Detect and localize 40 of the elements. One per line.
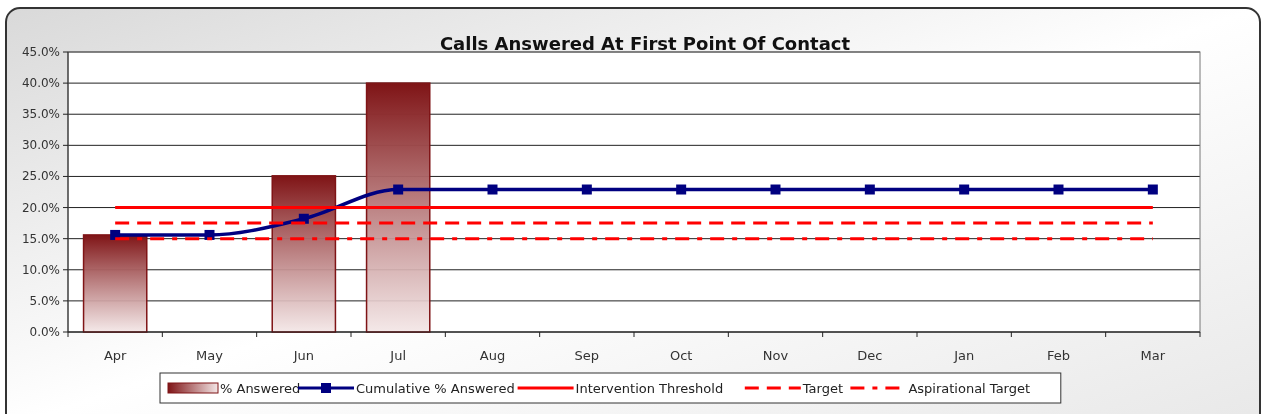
y-tick-label: 20.0% [21, 200, 60, 215]
legend-label: Cumulative % Answered [356, 381, 515, 396]
x-tick-label: Feb [1046, 348, 1071, 363]
y-tick-label: 25.0% [21, 169, 60, 184]
legend-label: Target [801, 381, 844, 396]
bar [365, 82, 431, 333]
bar [82, 234, 148, 333]
point [487, 184, 498, 195]
y-tick-label: 35.0% [21, 107, 60, 122]
legend-label: Aspirational Target [908, 381, 1031, 396]
point [864, 184, 875, 195]
x-tick-label: Sep [574, 348, 600, 363]
y-tick-label: 10.0% [21, 262, 60, 277]
x-tick-label: May [196, 348, 224, 363]
x-tick-label: Dec [857, 348, 883, 363]
y-tick-label: 0.0% [29, 325, 60, 339]
x-tick-label: Oct [669, 348, 693, 363]
x-tick-label: Apr [103, 348, 128, 363]
point [1053, 184, 1064, 195]
legend-label: Intervention Threshold [575, 381, 724, 396]
x-tick-label: Jul [389, 348, 407, 363]
y-tick-label: 5.0% [29, 293, 60, 308]
legend-label: % Answered [220, 381, 301, 396]
point [676, 184, 687, 195]
point [1147, 184, 1158, 195]
point [393, 184, 404, 195]
point [581, 184, 592, 195]
x-tick-label: Aug [479, 348, 506, 363]
x-tick-label: Nov [762, 348, 789, 363]
x-tick-label: Jun [292, 348, 314, 363]
y-tick-label: 40.0% [21, 76, 60, 91]
y-tick-label: 45.0% [21, 45, 60, 59]
y-tick-label: 15.0% [21, 231, 60, 246]
point [770, 184, 781, 195]
bar [271, 175, 337, 333]
point [959, 184, 970, 195]
chart-title: Calls Answered At First Point Of Contact [439, 33, 851, 54]
x-tick-label: Jan [953, 348, 975, 363]
y-tick-label: 30.0% [21, 138, 60, 153]
x-tick-label: Mar [1140, 348, 1166, 363]
